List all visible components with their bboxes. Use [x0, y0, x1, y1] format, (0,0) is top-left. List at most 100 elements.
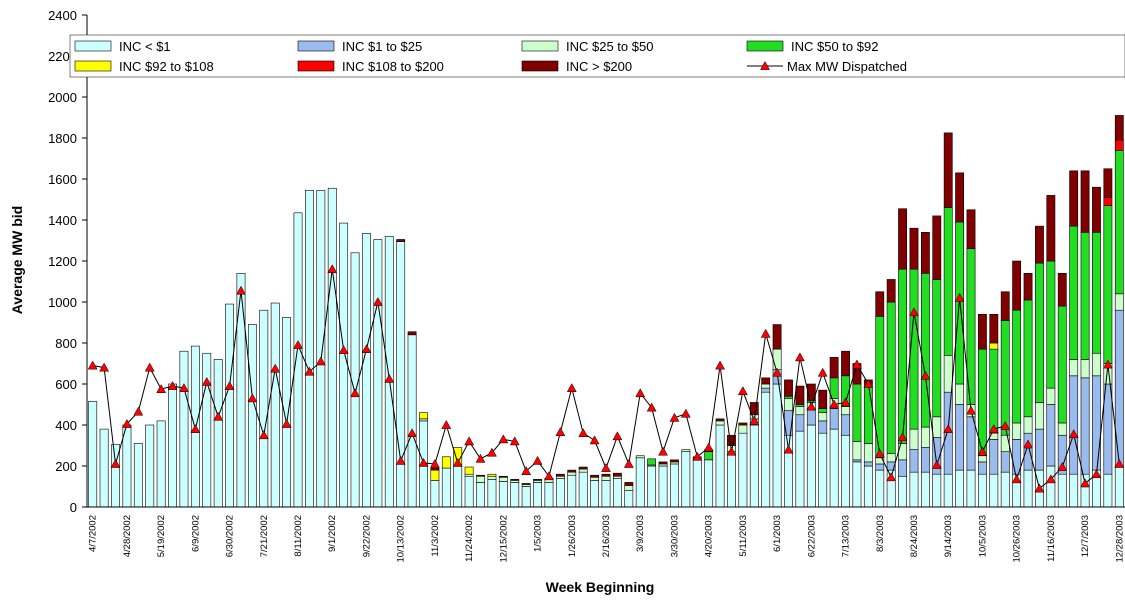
bar-segment [498, 481, 508, 508]
bar-segment [738, 422, 748, 426]
line-marker [715, 360, 725, 370]
line-marker [794, 352, 805, 362]
bar-segment [829, 357, 839, 379]
bar-segment [749, 424, 759, 508]
bar-segment [989, 348, 999, 434]
bar-segment [510, 480, 520, 483]
bar-segment [247, 324, 257, 508]
line-marker [1068, 429, 1079, 439]
bar-segment [316, 189, 326, 508]
bar-segment [818, 389, 828, 409]
bar-segment [1012, 422, 1022, 440]
bar-segment [430, 469, 440, 481]
line-marker [977, 446, 988, 456]
bar-segment [624, 490, 634, 508]
line-marker [338, 345, 349, 355]
bar-segment [476, 474, 485, 477]
bar-segment [829, 428, 839, 508]
bar-segment [498, 476, 508, 482]
bar-segment [555, 475, 565, 479]
bar-segment [453, 465, 463, 508]
x-axis-title: Week Beginning [546, 579, 655, 595]
legend-label: INC $1 to $25 [342, 39, 422, 54]
x-tick-label: 7/21/2002 [259, 515, 270, 557]
y-tick-label: 2000 [48, 90, 77, 105]
bar-segment [567, 469, 577, 473]
legend-marker [760, 60, 770, 70]
y-axis-title: Average MW bid [9, 206, 25, 314]
bar-segment [841, 434, 850, 508]
bar-segment [567, 474, 577, 508]
bar-segment [373, 239, 383, 508]
bar-segment [761, 391, 771, 508]
x-tick-label: 11/24/2002 [464, 515, 475, 562]
bar-segment [407, 331, 417, 336]
bar-segment [567, 471, 577, 476]
line-marker [692, 451, 703, 461]
bar-segment [863, 443, 873, 463]
legend-swatch [521, 60, 559, 72]
bar-segment [1035, 225, 1044, 264]
bar-segment [795, 406, 805, 416]
bar-segment [932, 473, 942, 508]
legend-swatch [297, 40, 335, 52]
line-marker [772, 367, 783, 377]
bar-segment [727, 451, 736, 508]
x-tick-label: 6/1/2003 [772, 515, 783, 552]
bar-segment [966, 416, 976, 471]
line-marker [988, 424, 999, 433]
bar-segment [784, 398, 793, 411]
bar-segment [1035, 262, 1044, 403]
line-marker [760, 328, 771, 338]
bar-segment [339, 222, 349, 508]
bar-segment [122, 424, 132, 508]
bar-segment [1069, 170, 1079, 227]
bar-segment [863, 461, 873, 467]
bar-segment [932, 215, 942, 280]
line [92, 269, 1120, 490]
line-marker [475, 453, 486, 463]
bar-segment [795, 430, 805, 508]
bar-segment [806, 408, 816, 426]
bar-segment [533, 480, 542, 483]
line-marker [304, 366, 315, 376]
bar-segment [920, 447, 930, 473]
line-marker [361, 344, 372, 353]
bar-segment [1000, 451, 1010, 473]
line-marker [920, 370, 931, 380]
bar-segment [978, 313, 987, 350]
bar-segment [384, 236, 394, 508]
line-marker [874, 448, 885, 458]
line-marker [190, 424, 201, 433]
x-tick-label: 7/13/2003 [841, 515, 852, 557]
bar-segment [829, 408, 839, 430]
x-tick-label: 2/16/2003 [601, 515, 612, 557]
line-marker [931, 459, 942, 469]
bar-segment [1057, 272, 1067, 307]
line-marker [236, 285, 246, 295]
line-marker [783, 444, 794, 454]
bar-segment [1114, 115, 1124, 141]
line-marker [509, 436, 520, 446]
line-marker [224, 381, 235, 390]
bar-segment [1046, 404, 1056, 467]
line-marker [1091, 469, 1102, 479]
bar-segment [1103, 197, 1113, 206]
bar-segment [133, 443, 143, 508]
bar-segment [1012, 260, 1022, 311]
bar-segment [818, 412, 828, 422]
bar-segment [168, 383, 177, 508]
bar-segment [521, 484, 531, 487]
x-tick-label: 1/26/2003 [567, 515, 578, 557]
line-marker [966, 405, 976, 415]
bar-segment [943, 207, 953, 356]
line-marker [544, 471, 554, 481]
legend-box [69, 34, 1125, 78]
bar-segment [613, 477, 622, 508]
bar-segment [909, 227, 919, 270]
bar-segment [875, 469, 885, 508]
bar-segment [943, 473, 953, 508]
bar-segment [396, 241, 406, 508]
bar-segment [704, 451, 714, 461]
